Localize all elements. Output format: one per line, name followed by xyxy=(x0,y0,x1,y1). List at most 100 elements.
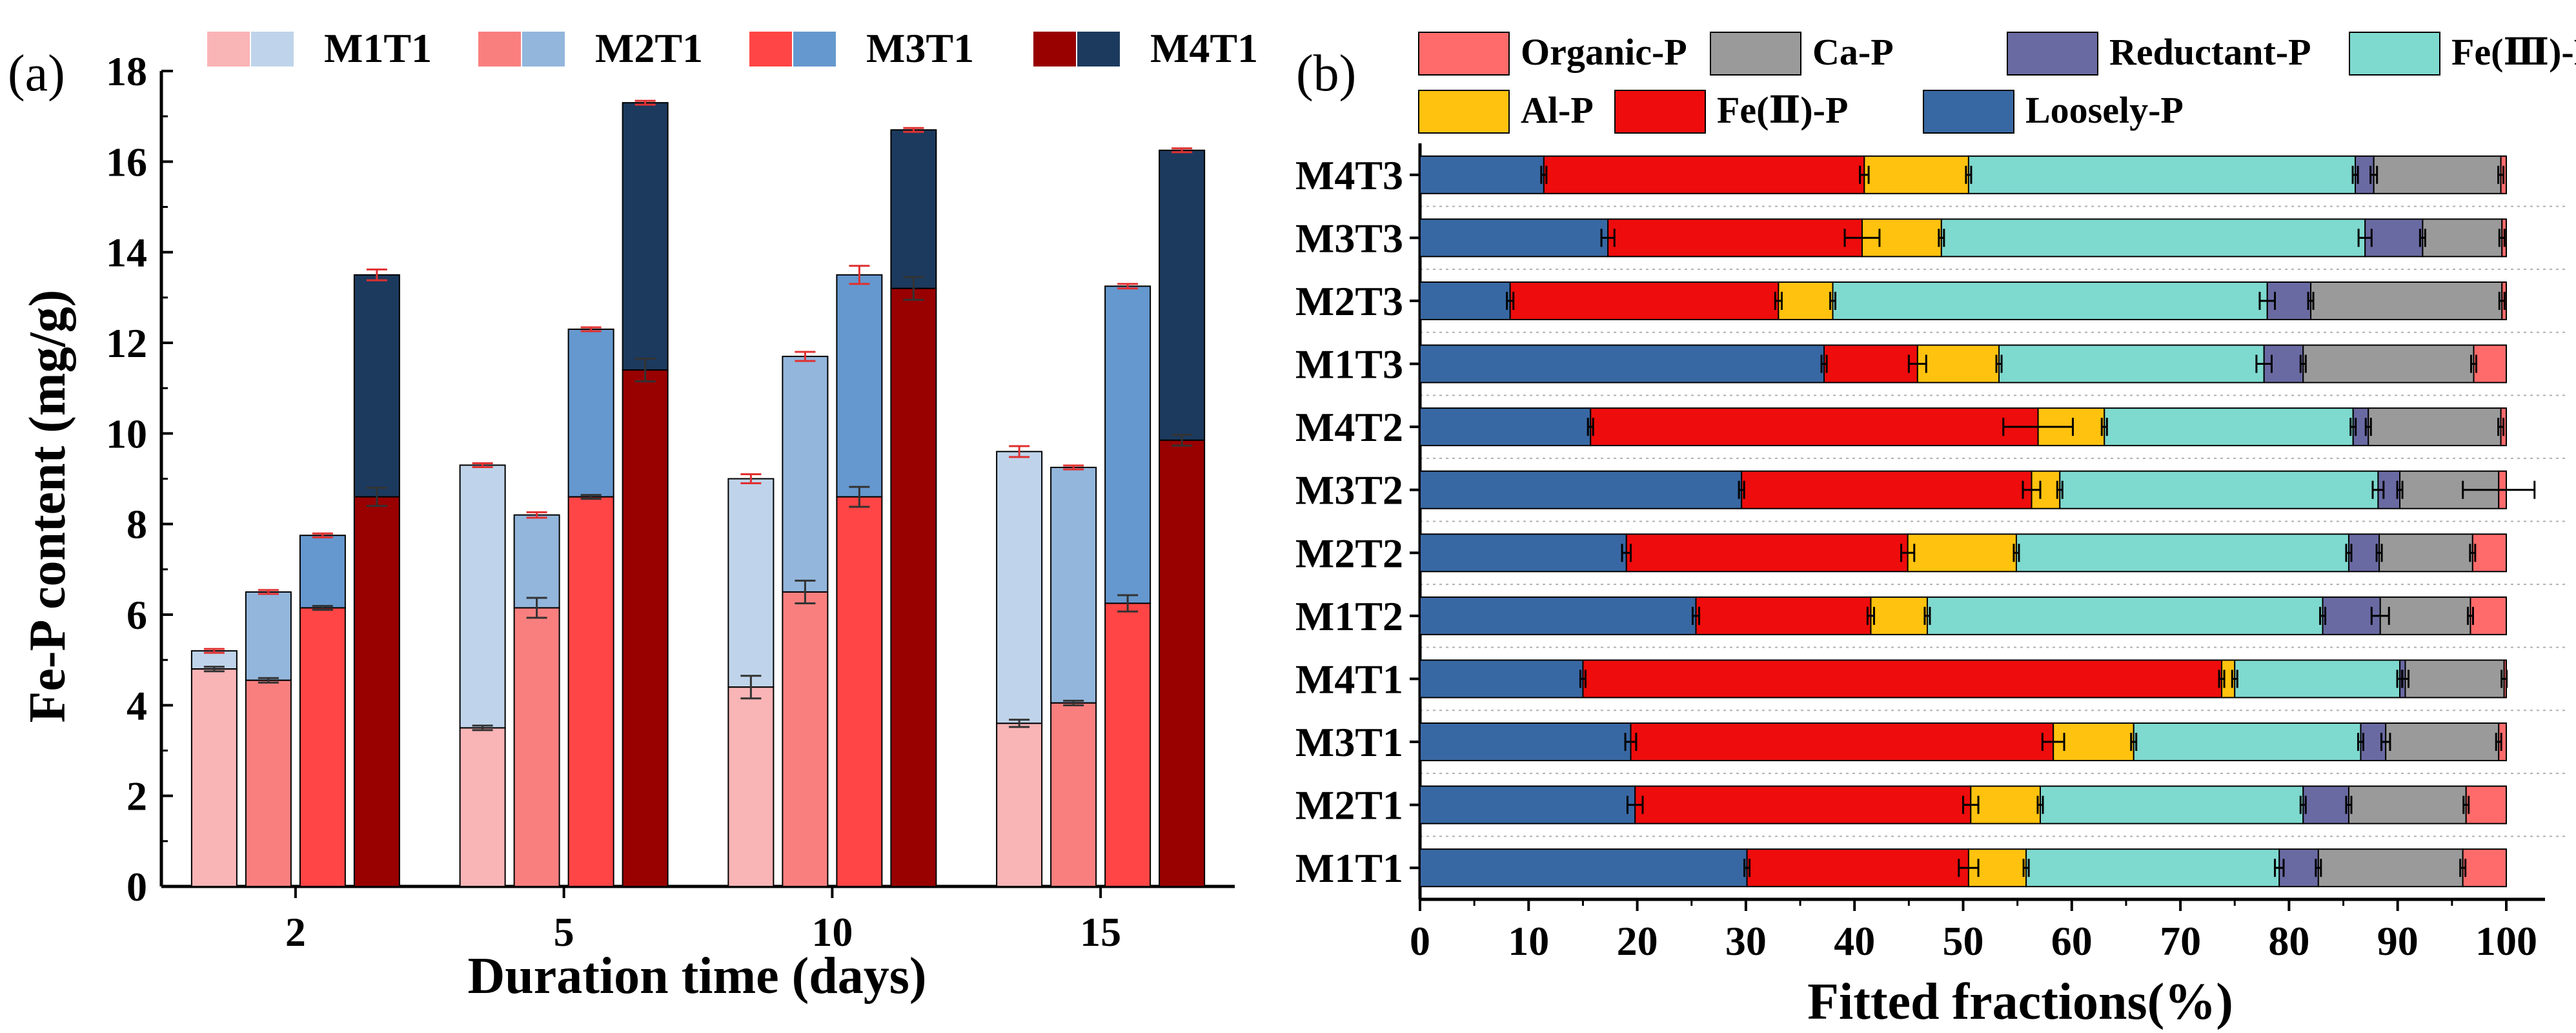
error-bar xyxy=(2299,795,2307,814)
panel-a-y-axis-label: Fe-P content (mg/g) xyxy=(19,290,76,723)
error-bar xyxy=(2469,544,2477,562)
y-tick-label: M3T1 xyxy=(1295,719,1403,765)
error-bar xyxy=(2022,480,2042,499)
error-bar xyxy=(2371,480,2385,499)
bar-segment xyxy=(1695,596,1872,635)
error-bar xyxy=(1938,229,1945,247)
bar-segment xyxy=(2302,344,2475,384)
error-bar xyxy=(2364,418,2372,436)
bar-segment xyxy=(1419,470,1743,509)
y-tick-label: M4T1 xyxy=(1295,656,1403,702)
y-tick-label: M1T1 xyxy=(1295,845,1403,891)
panel-a-x-axis-label: Duration time (days) xyxy=(467,948,926,1005)
bar-segment xyxy=(2348,785,2467,824)
error-bar xyxy=(2274,859,2285,877)
error-bar-top xyxy=(740,473,762,485)
bar-segment xyxy=(1590,407,2039,447)
error-bar xyxy=(2345,795,2353,814)
legend-swatch xyxy=(1418,32,1510,76)
bar-segment xyxy=(1582,659,2223,699)
y-tick-label: 12 xyxy=(106,320,147,366)
legend-label: M4T1 xyxy=(1150,25,1258,71)
bar-segment xyxy=(2473,344,2508,384)
error-bar-bottom xyxy=(903,276,924,301)
panel-b-error-bars xyxy=(1506,165,2536,877)
error-bar xyxy=(2022,859,2030,877)
error-bar xyxy=(2345,544,2353,562)
bar-segment xyxy=(2378,533,2473,573)
bar-top-segment xyxy=(245,591,292,681)
legend-label: Reductant-P xyxy=(2109,31,2311,73)
error-bar xyxy=(2258,291,2277,310)
legend-swatch-top xyxy=(521,30,566,68)
bar-bottom-segment xyxy=(727,686,775,888)
bar-segment xyxy=(2348,533,2380,573)
error-bar-bottom xyxy=(1171,433,1193,447)
error-bar xyxy=(1965,165,1973,184)
error-bar xyxy=(1843,229,1881,247)
error-bar xyxy=(2349,418,2357,436)
legend-swatch xyxy=(1710,32,1801,76)
bar-bottom-segment xyxy=(1159,439,1206,887)
bar-segment xyxy=(1607,218,1863,258)
error-bar-top xyxy=(849,265,870,285)
bar-bottom-segment xyxy=(353,496,400,887)
y-tick-label: M3T3 xyxy=(1295,215,1403,261)
error-bar xyxy=(2299,354,2307,373)
legend-swatch xyxy=(1923,90,2014,134)
bar-top-segment xyxy=(836,274,883,498)
panel-b-bars xyxy=(1419,155,2508,888)
error-bar xyxy=(2100,418,2108,436)
error-bar-top xyxy=(1117,283,1139,290)
error-bar xyxy=(1506,291,1515,310)
x-tick-label: 0 xyxy=(1410,918,1430,964)
panel-b: (b) Organic-P Ca-P Reductant-P Fe(Ⅲ)-P Al-P F… xyxy=(1295,31,2576,1030)
error-bar xyxy=(2419,229,2426,247)
error-bar-top xyxy=(526,511,547,519)
bar-top-segment xyxy=(890,129,937,289)
error-bar xyxy=(2357,229,2373,247)
error-bar xyxy=(1600,229,1616,247)
error-bar-top xyxy=(634,99,656,106)
bar-segment xyxy=(1967,848,2027,888)
bar-segment xyxy=(1419,722,1632,762)
error-bar xyxy=(2002,418,2074,436)
bar-segment xyxy=(1630,722,2054,762)
bar-top-segment xyxy=(727,478,775,688)
panel-b-axes: M4T3 M3T3 M2T3 M1T3 M4T2 M3T2 M2T2 M1T2 M4T1 M3T1… xyxy=(1295,143,2566,964)
legend-swatch-top xyxy=(792,30,837,68)
panel-a-bars xyxy=(190,102,1206,888)
y-tick-label: M2T1 xyxy=(1295,782,1403,828)
error-bar-bottom xyxy=(526,597,547,619)
error-bar-top xyxy=(366,268,387,281)
error-bar-bottom xyxy=(1063,699,1084,706)
legend-swatch xyxy=(1614,90,1706,134)
error-bar xyxy=(1743,859,1751,877)
error-bar xyxy=(1995,354,2003,373)
bar-top-segment xyxy=(996,451,1043,724)
bar-segment xyxy=(2368,407,2502,447)
error-bar xyxy=(1958,859,1980,877)
y-tick-label: M1T3 xyxy=(1295,342,1403,387)
x-tick-label: 20 xyxy=(1617,918,1658,964)
error-bar xyxy=(1540,165,1548,184)
error-bar xyxy=(1587,418,1594,436)
bar-bottom-segment xyxy=(1050,702,1097,887)
bar-segment xyxy=(2104,407,2354,447)
y-tick-label: M4T3 xyxy=(1295,152,1403,198)
bar-segment xyxy=(1419,785,1636,824)
x-tick-label: 40 xyxy=(1834,918,1875,964)
bar-segment xyxy=(2465,785,2508,824)
bar-segment xyxy=(2317,848,2464,888)
bar-segment xyxy=(1823,344,1918,384)
bar-top-segment xyxy=(567,328,614,498)
error-bar-top xyxy=(580,326,602,332)
legend-swatch xyxy=(2349,32,2440,76)
error-bar xyxy=(2218,670,2226,688)
error-bar xyxy=(2380,733,2391,752)
bar-segment xyxy=(2025,848,2280,888)
y-tick-label: M2T3 xyxy=(1295,278,1403,324)
panel-a: (a) M1T1 M2T1 M3T1 M4T1 0 2 4 6 8 10 12 14 16 18 2 5 10… xyxy=(8,25,1258,1005)
error-bar xyxy=(1774,291,1783,310)
